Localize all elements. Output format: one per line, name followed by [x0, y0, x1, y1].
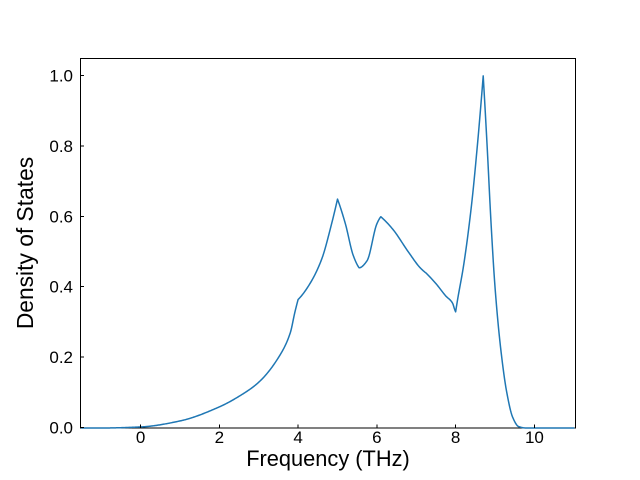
- svg-text:0: 0: [136, 428, 145, 447]
- svg-text:0.2: 0.2: [49, 348, 73, 367]
- svg-text:6: 6: [372, 428, 381, 447]
- svg-text:1.0: 1.0: [49, 67, 73, 86]
- svg-text:8: 8: [451, 428, 460, 447]
- svg-text:0.6: 0.6: [49, 207, 73, 226]
- svg-text:4: 4: [293, 428, 302, 447]
- svg-text:Frequency (THz): Frequency (THz): [246, 446, 410, 471]
- svg-text:Density of States: Density of States: [12, 157, 38, 329]
- svg-text:0.0: 0.0: [49, 419, 73, 438]
- svg-text:0.8: 0.8: [49, 137, 73, 156]
- svg-text:10: 10: [525, 428, 544, 447]
- svg-text:0.4: 0.4: [49, 278, 73, 297]
- svg-text:2: 2: [215, 428, 224, 447]
